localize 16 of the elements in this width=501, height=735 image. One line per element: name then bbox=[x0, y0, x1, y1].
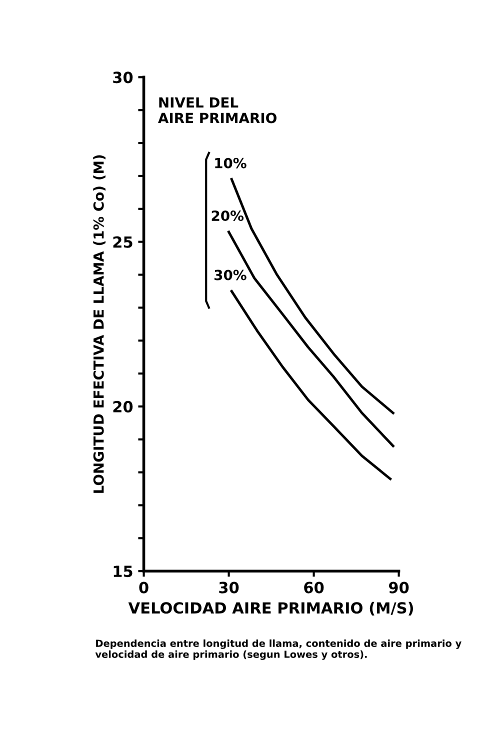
x-tick-label: 30 bbox=[219, 582, 239, 594]
series-label: 10% bbox=[215, 158, 246, 168]
x-tick-label: 90 bbox=[388, 582, 409, 594]
y-tick-label: 15 bbox=[114, 566, 132, 578]
x-axis-title: VELOCIDAD AIRE PRIMARIO (M/S) bbox=[128, 602, 413, 616]
y-tick-label: 25 bbox=[113, 236, 132, 248]
text: Dependencia entre longitud de llama, contenido de aire primario y velocidad de aire primario (segun Lowes y otros). bbox=[95, 639, 462, 660]
x-tick-label: 0 bbox=[139, 582, 148, 594]
x-tick-label: 60 bbox=[304, 582, 324, 594]
line-series bbox=[230, 290, 392, 480]
series-label: 30% bbox=[214, 270, 246, 280]
y-tick-label: 20 bbox=[113, 400, 133, 412]
series-label: 20% bbox=[212, 210, 244, 222]
y-tick-label: 30 bbox=[113, 72, 133, 84]
y-axis-title: LONGITUD EFECTIVA DE LLAMA (1% Co) (M) bbox=[93, 155, 106, 493]
legend-title: NIVEL DEL AIRE PRIMARIO bbox=[158, 97, 276, 124]
